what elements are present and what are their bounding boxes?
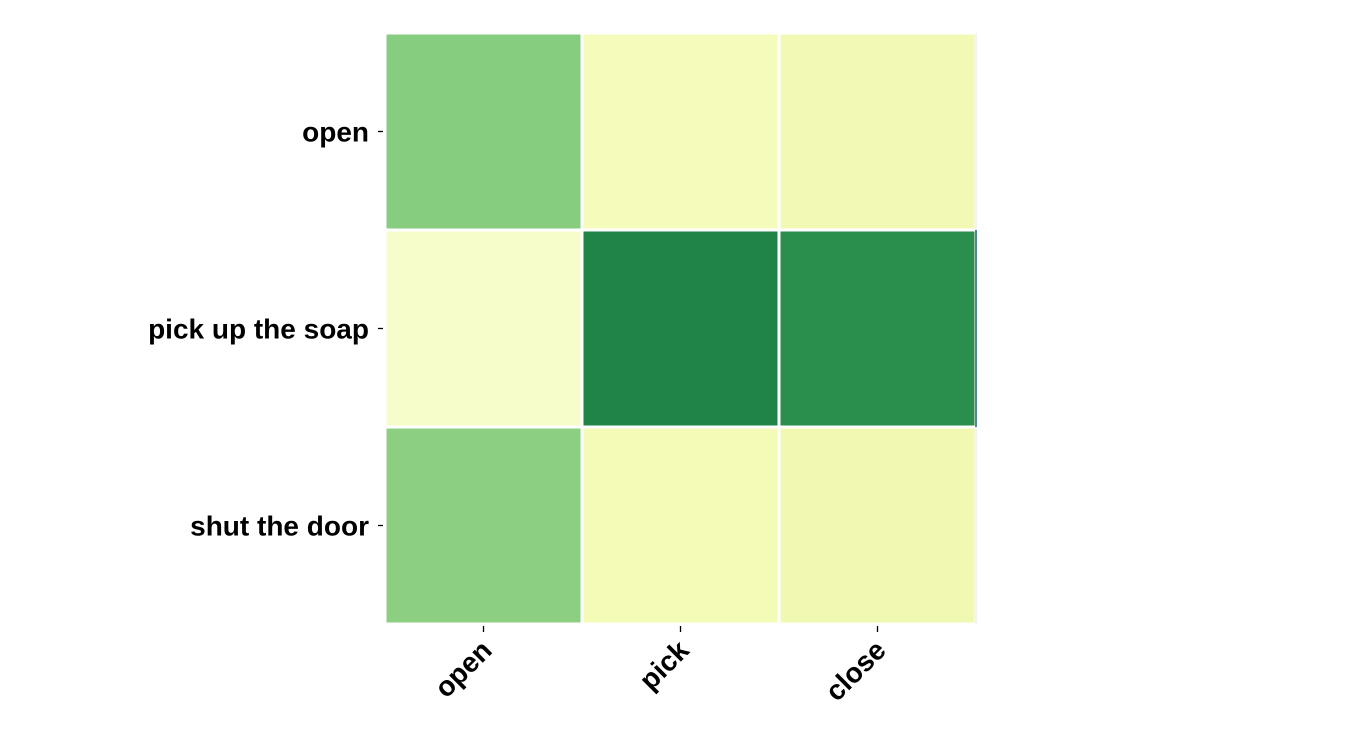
heatmap-cell-r0-c2 bbox=[780, 34, 975, 229]
x-tick-label: open bbox=[429, 634, 498, 703]
x-tick-label: pick bbox=[633, 634, 695, 696]
heatmap-cell-r1-c1 bbox=[583, 231, 778, 426]
heatmap-cell-r2-c2 bbox=[780, 428, 975, 623]
heatmap-cell-r0-c1 bbox=[583, 34, 778, 229]
y-tick-label: open bbox=[302, 117, 369, 148]
x-tick-label: close bbox=[819, 634, 892, 707]
heatmap-cell-r0-c0 bbox=[386, 34, 581, 229]
y-tick-label: shut the door bbox=[190, 511, 369, 542]
y-tick-label: pick up the soap bbox=[148, 314, 369, 345]
heatmap-cell-r2-c1 bbox=[583, 428, 778, 623]
heatmap-cell-r2-c0 bbox=[386, 428, 581, 623]
heatmap-cell-r1-c2 bbox=[780, 231, 975, 426]
heatmap-cell-r1-c0 bbox=[386, 231, 581, 426]
